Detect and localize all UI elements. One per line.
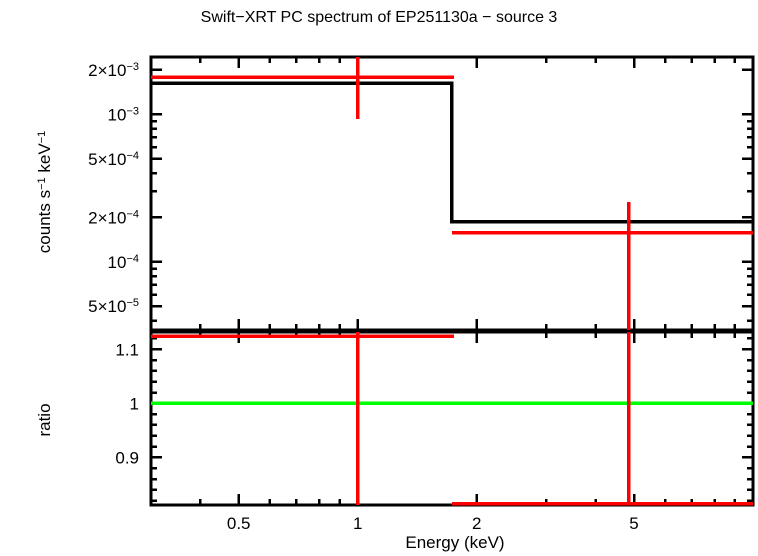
svg-text:counts s−1 keV−1: counts s−1 keV−1 bbox=[35, 131, 54, 253]
x-axis-label: Energy (keV) bbox=[405, 533, 504, 552]
spectrum-panel: 2×10−3 10−3 5×10−4 2×10−4 10−4 5×10−5 bbox=[88, 55, 755, 332]
x-tick-label: 5 bbox=[629, 514, 638, 533]
y-tick-label-ratio: 0.9 bbox=[115, 448, 139, 467]
ratio-panel-frame bbox=[149, 330, 755, 507]
model-step-line bbox=[151, 81, 753, 224]
y-tick-label-spectrum: 10−4 bbox=[108, 253, 139, 272]
y-tick-label-ratio: 1.1 bbox=[115, 340, 139, 359]
y-tick-label-spectrum: 2×10−4 bbox=[88, 208, 139, 227]
x-tick-label: 2 bbox=[472, 514, 481, 533]
ratio-panel: 1.1 1 0.9 bbox=[115, 330, 755, 507]
y-tick-label-ratio: 1 bbox=[130, 394, 139, 413]
y-axis-label-spectrum: counts s−1 keV−1 bbox=[35, 131, 54, 253]
y-tick-label-spectrum: 5×10−4 bbox=[88, 150, 139, 169]
y-tick-label-spectrum: 5×10−5 bbox=[88, 297, 139, 316]
page-title: Swift−XRT PC spectrum of EP251130a − sou… bbox=[201, 9, 558, 26]
y-tick-label-spectrum: 2×10−3 bbox=[88, 61, 139, 80]
y-axis-label-ratio: ratio bbox=[35, 403, 54, 436]
y-tick-label-spectrum: 10−3 bbox=[108, 105, 139, 124]
x-tick-label: 0.5 bbox=[227, 514, 251, 533]
x-tick-label: 1 bbox=[353, 514, 362, 533]
x-axis: 0.5 1 2 5 bbox=[227, 514, 639, 533]
spectrum-panel-frame bbox=[149, 55, 755, 332]
